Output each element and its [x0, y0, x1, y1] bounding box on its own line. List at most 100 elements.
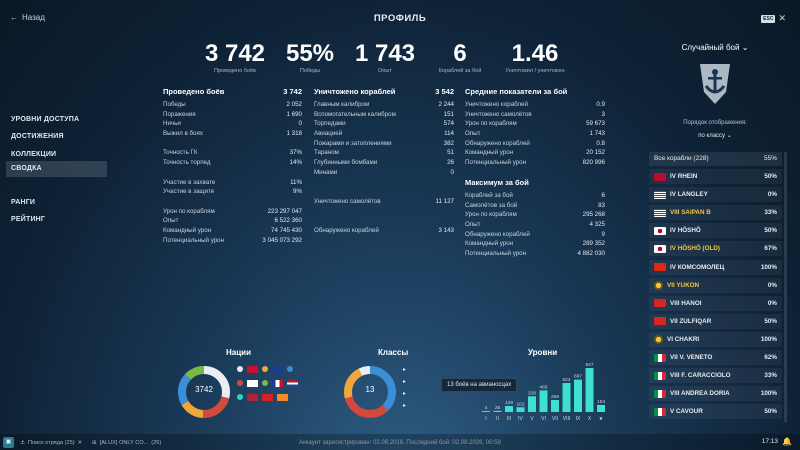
tier-bar-label: 697	[574, 374, 582, 380]
stat-row-value: 83	[598, 201, 605, 209]
table-title: Проведено боёв	[163, 87, 225, 96]
notification-bell-icon[interactable]: 🔔	[782, 437, 792, 446]
ship-row[interactable]: IV HŌSHŌ (OLD) 67%	[649, 241, 782, 257]
tier-bar[interactable]	[597, 404, 605, 412]
tier-bar[interactable]	[493, 410, 502, 412]
max-table: Максимум за бой Кораблей за бой 6 Самолётов…	[465, 178, 605, 259]
usa-flag-icon	[654, 208, 666, 217]
ship-row[interactable]: VI CHAKRI 100%	[649, 331, 782, 347]
tier-bar[interactable]	[551, 400, 559, 412]
stat-row: Обнаружено кораблей 3 143	[314, 226, 454, 236]
ship-row[interactable]: IV LANGLEY 0%	[649, 187, 782, 203]
stat-row-value: 4 882 030	[577, 250, 605, 258]
ship-name: VIII F. CARACCIOLO	[670, 372, 731, 380]
scrollbar[interactable]	[784, 152, 787, 422]
tier-bar[interactable]	[516, 407, 525, 412]
stat-row-label: Опыт	[163, 217, 179, 225]
stat-row-value: 820 996	[582, 159, 605, 167]
tier-bar[interactable]	[539, 390, 548, 412]
tier-tick-label: X	[588, 416, 592, 422]
stat-row-value: 114	[444, 130, 454, 138]
stat-value: 1.46	[511, 40, 559, 67]
ship-row[interactable]: VIII ANDREA DORIA 100%	[649, 386, 782, 402]
tier-bar-label: 25	[495, 405, 501, 411]
ship-row[interactable]: VII V. VENETO 62%	[649, 350, 782, 365]
nav-collections[interactable]: КОЛЛЕКЦИИ	[11, 151, 57, 158]
stat-row: Командный урон 74 745 430	[163, 226, 302, 236]
tier-bar-label: 102	[516, 401, 524, 407]
tier-bar[interactable]	[482, 411, 490, 412]
close-button[interactable]: ESC ✕	[761, 13, 786, 24]
stat-row-value: 151	[443, 110, 454, 118]
ship-row[interactable]: IV HŌSHŌ 50%	[649, 223, 782, 239]
tier-tick-label: VIII	[563, 416, 571, 422]
ship-row[interactable]: VII ZULFIQAR 50%	[649, 313, 782, 329]
close-icon[interactable]: ✕	[77, 439, 83, 446]
stat-row-label: Обнаружено кораблей	[314, 226, 379, 234]
stat-row: Пожарами и затоплениями 382	[314, 139, 454, 149]
ship-winrate: 100%	[760, 335, 777, 343]
nav-rating[interactable]: РЕЙТИНГ	[11, 216, 46, 223]
stat-label: Уничтожил / уничтожен	[505, 68, 565, 74]
chat-icon[interactable]: ▣	[3, 437, 14, 448]
tier-bar[interactable]	[574, 379, 582, 412]
stat-row-value: 2 052	[286, 101, 302, 108]
table-header: Проведено боёв 3 742	[163, 87, 302, 96]
nav-ranks[interactable]: РАНГИ	[11, 199, 36, 206]
stat-label: Опыт	[378, 68, 392, 74]
tier-tick-label: IV	[518, 416, 523, 422]
anchor-icon: ⚓	[20, 439, 26, 446]
stat-row-value: 3 143	[438, 226, 454, 234]
sort-select[interactable]: по классу ⌄	[698, 133, 732, 139]
stat-row-value: 26	[447, 159, 454, 167]
ship-row[interactable]: V CAVOUR 50%	[649, 404, 782, 420]
ship-winrate: 62%	[764, 354, 777, 361]
division-search-tab[interactable]: ⚓ Поиск отряда (25) ✕	[20, 439, 83, 446]
chevron-down-icon: ⌄	[726, 133, 732, 139]
tier-tick-label: ★	[599, 416, 604, 422]
stat-row: Вспомогательным калибром 151	[314, 110, 454, 120]
ship-winrate: 50%	[764, 408, 777, 416]
stat-row: Урон по кораблям 295 268	[465, 210, 605, 220]
legend-dot	[262, 366, 268, 372]
ship-row[interactable]: VIII F. CARACCIOLO 33%	[649, 368, 782, 384]
stat-row-value: 1 743	[589, 130, 605, 138]
ship-row[interactable]: VIII SAIPAN B 33%	[649, 205, 782, 221]
ship-row[interactable]: VIII HANOI 0%	[649, 295, 782, 311]
stat-row-label: Опыт	[465, 130, 481, 138]
battle-type-select[interactable]: Случайный бой ⌄	[681, 43, 749, 52]
ship-row[interactable]: VII YUKON 0%	[649, 277, 782, 293]
stat-row-label: Участие в захвате	[163, 178, 216, 186]
tier-bar[interactable]	[562, 383, 571, 412]
ship-row[interactable]: IV RHEIN 50%	[649, 169, 782, 184]
china-flag-icon	[247, 365, 258, 373]
ship-row[interactable]: IV КОМСОМОЛЕЦ 100%	[649, 259, 782, 275]
all-ships-row[interactable]: Все корабли (228) 55%	[649, 152, 782, 166]
stat-row-label: Опыт	[465, 221, 481, 229]
stat-row-value: 2 244	[438, 101, 454, 108]
account-footer: Аккаунт зарегистрирован: 02.08.2016. Пос…	[299, 440, 501, 446]
close-icon: ✕	[778, 13, 786, 23]
nav-access-levels[interactable]: УРОВНИ ДОСТУПА	[11, 116, 80, 123]
stat-row: Опыт 6 522 360	[163, 216, 302, 226]
sort-label: Порядок отображения:	[683, 120, 747, 126]
stat-row-value: 9%	[293, 188, 302, 196]
back-button[interactable]: ← Назад	[10, 13, 45, 22]
stat-row-label: Тараном	[314, 149, 339, 157]
tier-bar[interactable]	[528, 396, 536, 412]
ship-name: VII YUKON	[667, 281, 700, 289]
clan-chat-tab[interactable]: ⊞ [ALUX] ONLY CO... (25)	[92, 439, 162, 446]
nav-summary[interactable]: СВОДКА	[6, 161, 107, 177]
italy-flag-icon	[654, 407, 666, 416]
tier-bar[interactable]	[585, 368, 594, 412]
nav-achievements[interactable]: ДОСТИЖЕНИЯ	[11, 133, 64, 140]
coin-flag-icon	[654, 334, 663, 344]
stat-row-value: 295 268	[582, 211, 605, 219]
stat-value: 55%	[285, 40, 335, 67]
stat-row-label: Урон по кораблям	[465, 211, 517, 219]
clock: 17:13	[761, 438, 778, 445]
stat-row-value: 1 318	[286, 130, 302, 138]
tier-bar-label: 624	[562, 377, 570, 383]
stat-row: Самолётов за бой 83	[465, 201, 605, 211]
tier-bar[interactable]	[505, 406, 513, 412]
